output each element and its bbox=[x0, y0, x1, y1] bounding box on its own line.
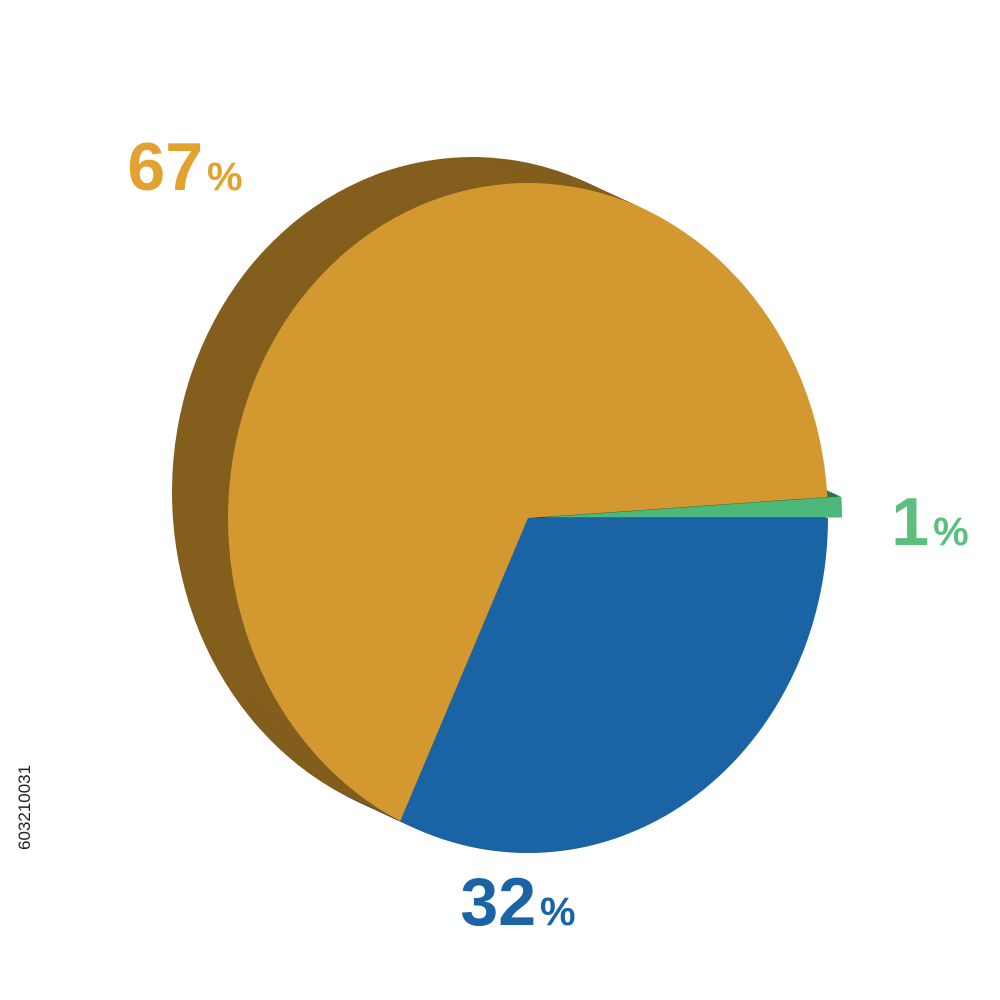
labels: 32 % 67 % 1% bbox=[127, 129, 968, 940]
watermark-id: 603210031 bbox=[15, 765, 34, 850]
slice bbox=[228, 183, 828, 822]
slice bbox=[541, 496, 842, 518]
data-label: 32% bbox=[460, 864, 575, 940]
data-label: 67% bbox=[127, 129, 242, 205]
pie-faces bbox=[228, 183, 842, 853]
slice bbox=[400, 518, 828, 853]
data-label: 1% bbox=[891, 484, 968, 560]
